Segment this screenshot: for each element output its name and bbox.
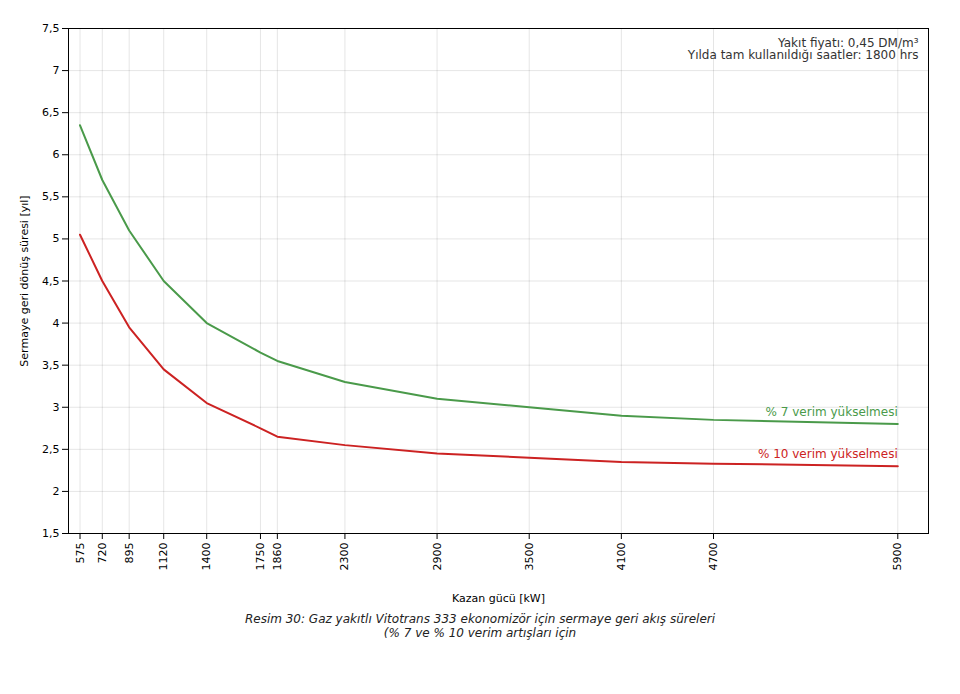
svg-text:1750: 1750 [254, 543, 267, 571]
svg-text:% 7 verim yükselmesi: % 7 verim yükselmesi [766, 405, 898, 419]
svg-text:2: 2 [53, 485, 60, 498]
svg-text:6: 6 [53, 148, 60, 161]
html-text:Resim 30: Gaz yakıtlı Vitotran: Resim 30: Gaz yakıtlı Vitotrans 333 ekon… [244, 612, 716, 640]
svg-text:4100: 4100 [615, 543, 628, 571]
svg-text:895: 895 [123, 543, 136, 564]
svg-text:1860: 1860 [271, 543, 284, 571]
svg-text:% 10 verim yükselmesi: % 10 verim yükselmesi [758, 447, 898, 461]
svg-text:Kazan gücü [kW]: Kazan gücü [kW] [452, 592, 545, 605]
svg-text:1,5: 1,5 [42, 527, 60, 540]
svg-text:3: 3 [53, 401, 60, 414]
svg-text:5: 5 [53, 232, 60, 245]
svg-text:575: 575 [74, 543, 87, 564]
svg-text:Yakıt fiyatı: 0,45 DM/m³Yılda: Yakıt fiyatı: 0,45 DM/m³Yılda tam kullan… [687, 36, 919, 62]
svg-text:2300: 2300 [338, 543, 351, 571]
svg-text:4700: 4700 [707, 543, 720, 571]
svg-text:6,5: 6,5 [42, 106, 60, 119]
svg-text:5,5: 5,5 [42, 190, 60, 203]
svg-text:720: 720 [96, 543, 109, 564]
svg-text:4,5: 4,5 [42, 275, 60, 288]
svg-text:7: 7 [53, 64, 60, 77]
svg-text:7,5: 7,5 [42, 22, 60, 35]
svg-text:1120: 1120 [157, 543, 170, 571]
svg-text:2,5: 2,5 [42, 443, 60, 456]
svg-text:3500: 3500 [523, 543, 536, 571]
svg-text:2900: 2900 [431, 543, 444, 571]
svg-text:1400: 1400 [200, 543, 213, 571]
svg-text:4: 4 [53, 317, 60, 330]
svg-text:5900: 5900 [891, 543, 904, 571]
svg-text:Sermaye geri dönüş süresi [yıl: Sermaye geri dönüş süresi [yıl] [18, 195, 31, 366]
svg-text:3,5: 3,5 [42, 359, 60, 372]
